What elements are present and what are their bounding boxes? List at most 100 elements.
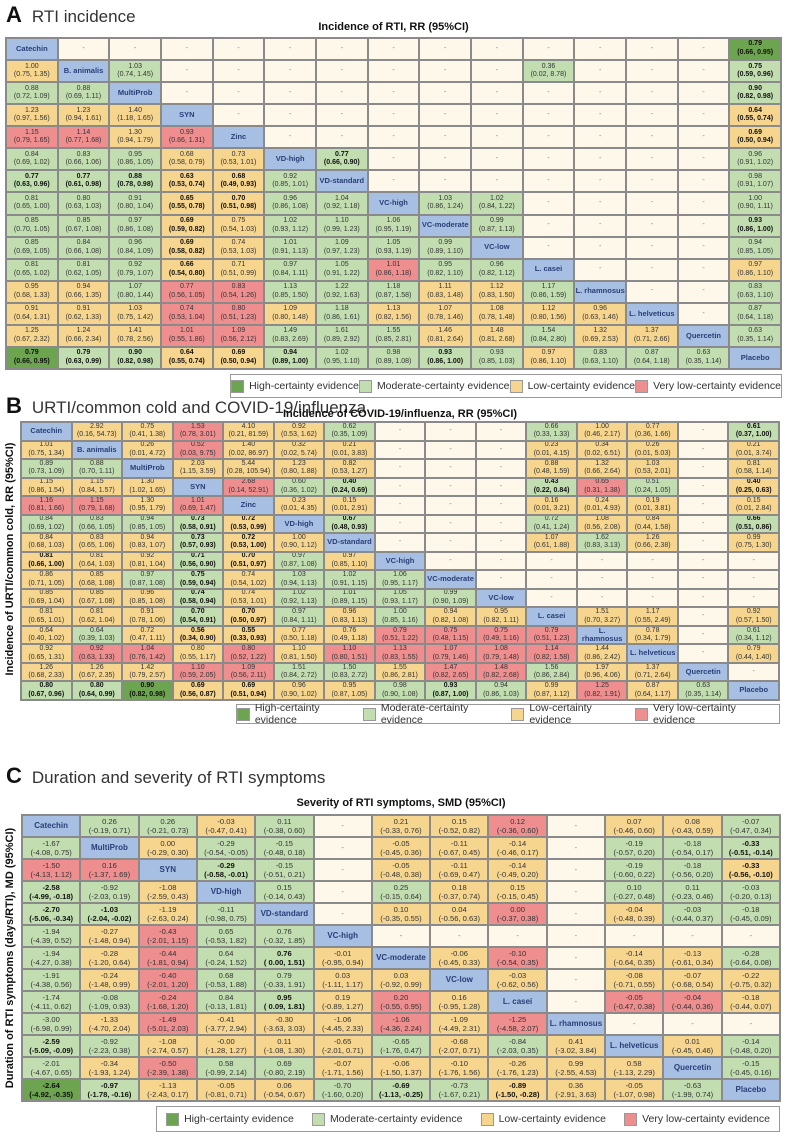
estimate-cell: 0.77 (0.66, 0.90) — [316, 148, 368, 171]
estimate-cell: 0.74 (0.54, 1.02) — [223, 570, 274, 589]
estimate-cell: 0.11 (-1.08, 1.30) — [255, 1035, 314, 1057]
empty-cell: - — [367, 104, 420, 127]
estimate-cell: 0.63 (0.35, 1.14) — [729, 324, 781, 347]
empty-cell: - — [546, 837, 606, 859]
legend-label: Moderate-certainty evidence — [329, 1113, 463, 1125]
estimate-cell: -0.27 (-1.48, 0.94) — [80, 925, 139, 947]
estimate-cell: -0.26 (-1.76, 1.23) — [488, 1057, 547, 1079]
estimate-cell: 1.42 (0.79, 2.57) — [122, 662, 173, 682]
panel-letter: A — [6, 2, 22, 27]
treatment-label: L. rhamnosus — [574, 280, 626, 303]
estimate-cell: 0.93 (0.85, 1.03) — [471, 346, 523, 369]
empty-cell: - — [677, 192, 730, 215]
estimate-cell: 0.04 (-0.56, 0.63) — [430, 903, 489, 925]
empty-cell: - — [367, 60, 420, 83]
estimate-cell: 0.96 (0.82, 1.12) — [471, 258, 523, 281]
treatment-label: B. animalis — [71, 440, 123, 460]
panel-letter: B — [6, 393, 22, 418]
estimate-cell: 1.51 (0.84, 2.72) — [273, 662, 325, 682]
estimate-cell: -2.70 (-5.06, -0.34) — [22, 903, 81, 925]
empty-cell: - — [109, 38, 161, 61]
empty-cell: - — [425, 496, 476, 515]
legend-label: Moderate-certainty evidence — [376, 380, 510, 392]
empty-cell: - — [374, 496, 426, 515]
estimate-cell: 0.83 (0.63, 1.10) — [574, 346, 626, 369]
estimate-cell: 0.71 (0.56, 0.90) — [172, 551, 224, 571]
legend-item: Low-certainty evidence — [511, 702, 635, 726]
estimate-cell: -0.63 (-1.99, 0.74) — [663, 1079, 722, 1101]
estimate-cell: 0.18 (-0.37, 0.74) — [430, 881, 489, 903]
estimate-cell: 0.96 (0.86, 1.08) — [264, 192, 316, 215]
estimate-cell: 0.15 (-0.52, 0.82) — [430, 815, 489, 837]
estimate-cell: 1.26 (0.68, 2.33) — [21, 662, 72, 682]
empty-cell: - — [626, 236, 678, 259]
legend-swatch-icon — [635, 379, 649, 393]
legend-swatch-icon — [166, 1112, 180, 1126]
legend-label: Moderate-certainty evidence — [380, 702, 469, 726]
estimate-cell: 1.15 (0.79, 1.68) — [71, 496, 123, 515]
estimate-cell: 0.36 (0.02, 8.78) — [522, 60, 575, 83]
estimate-cell: -0.07 (-0.68, 0.54) — [663, 969, 722, 991]
estimate-cell: 0.81 (0.65, 1.00) — [6, 192, 58, 215]
estimate-cell: 0.75 (0.41, 1.38) — [122, 422, 173, 441]
estimate-cell: 0.10 (-0.27, 0.48) — [605, 881, 664, 903]
empty-cell: - — [728, 570, 779, 589]
estimate-cell: -1.91 (-4.38, 0.56) — [22, 969, 81, 991]
estimate-cell: 0.84 (-0.13, 1.81) — [196, 991, 256, 1013]
estimate-cell: 0.85 (0.67, 1.08) — [71, 588, 123, 608]
estimate-cell: -0.24 (-1.68, 1.20) — [138, 991, 197, 1013]
estimate-cell: -0.05 (-0.48, 0.38) — [371, 859, 431, 881]
empty-cell: - — [677, 477, 729, 497]
estimate-cell: 0.83 (0.63, 1.10) — [729, 280, 781, 303]
estimate-cell: 0.26 (-0.21, 0.73) — [138, 815, 197, 837]
estimate-cell: 0.69 (0.58, 0.82) — [161, 236, 213, 259]
estimate-cell: 1.25 (0.67, 2.32) — [6, 324, 58, 347]
empty-cell: - — [313, 903, 372, 925]
empty-cell: - — [522, 148, 575, 171]
estimate-cell: 1.23 (0.94, 1.61) — [57, 104, 110, 127]
empty-cell: - — [471, 170, 523, 193]
legend-swatch-icon — [480, 1112, 494, 1126]
estimate-cell: 0.81 (0.62, 1.04) — [71, 607, 123, 626]
empty-cell: - — [677, 422, 729, 441]
estimate-cell: 1.15 (0.79, 1.65) — [6, 126, 58, 149]
estimate-cell: 0.68 (0.49, 0.93) — [212, 170, 265, 193]
estimate-cell: 1.26 (0.67, 2.35) — [71, 662, 123, 682]
estimate-cell: 0.16 (0.01, 3.21) — [526, 496, 577, 515]
estimate-cell: 0.66 (0.51, 0.86) — [728, 514, 779, 534]
empty-cell: - — [677, 214, 730, 237]
legend-item: High-certainty evidence — [166, 1112, 294, 1126]
estimate-cell: 0.64 (0.55, 0.74) — [729, 104, 781, 127]
estimate-cell: 0.92 (0.81, 1.04) — [122, 551, 173, 571]
estimate-cell: 0.79 (0.66, 0.95) — [6, 346, 58, 369]
empty-cell: - — [605, 1013, 664, 1035]
estimate-cell: 1.11 (0.83, 1.48) — [419, 280, 471, 303]
empty-cell: - — [161, 38, 213, 61]
estimate-cell: 0.94 (0.86, 1.03) — [475, 681, 527, 700]
empty-cell: - — [475, 551, 527, 571]
estimate-cell: 0.26 (0.01, 5.03) — [627, 440, 678, 460]
estimate-cell: 0.84 (0.68, 1.03) — [21, 533, 72, 552]
estimate-cell: 0.84 (0.69, 1.02) — [21, 514, 72, 534]
empty-cell: - — [212, 104, 265, 127]
estimate-cell: 0.26 (-0.19, 0.71) — [80, 815, 139, 837]
treatment-label: Placebo — [721, 1079, 780, 1101]
estimate-cell: 0.88 (0.69, 1.11) — [57, 82, 110, 105]
estimate-cell: -0.14 (-0.64, 0.35) — [605, 947, 664, 969]
legend-item: Moderate-certainty evidence — [311, 1112, 463, 1126]
empty-cell: - — [526, 551, 577, 571]
estimate-cell: -0.18 (-0.56, 0.20) — [663, 859, 722, 881]
empty-cell: - — [677, 126, 730, 149]
estimate-cell: 1.01 (0.89, 1.15) — [324, 588, 375, 608]
estimate-cell: -0.34 (-1.93, 1.24) — [80, 1057, 139, 1079]
estimate-cell: -1.06 (-4.36, 2.24) — [371, 1013, 431, 1035]
empty-cell: - — [677, 170, 730, 193]
estimate-cell: 0.80 (0.67, 0.96) — [21, 681, 72, 700]
estimate-cell: 0.93 (0.87, 1.00) — [425, 681, 476, 700]
estimate-cell: 0.63 (0.35, 1.14) — [677, 346, 730, 369]
estimate-cell: 1.55 (0.85, 2.81) — [367, 324, 420, 347]
estimate-cell: 1.09 (0.80, 1.48) — [264, 302, 316, 325]
empty-cell: - — [475, 459, 527, 478]
empty-cell: - — [626, 192, 678, 215]
legend-item: High-certainty evidence — [231, 379, 359, 393]
